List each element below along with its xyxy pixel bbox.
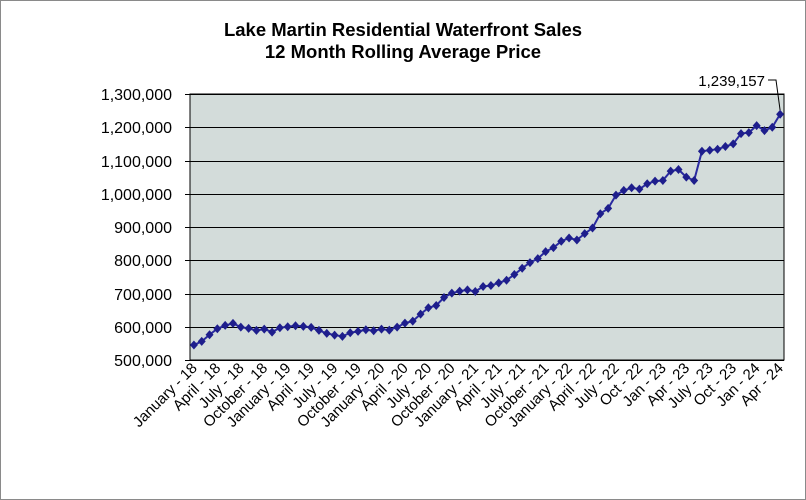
- data-point: [768, 122, 777, 132]
- data-point: [432, 300, 441, 310]
- data-point: [541, 247, 550, 257]
- data-point: [604, 203, 613, 213]
- y-tick-label: 900,000: [114, 220, 172, 237]
- data-point: [400, 318, 409, 328]
- y-tick-label: 500,000: [114, 353, 172, 370]
- data-point: [697, 146, 706, 156]
- data-point: [455, 286, 464, 296]
- data-point: [682, 172, 691, 182]
- data-point: [549, 243, 558, 253]
- data-points: [189, 109, 785, 350]
- data-point: [666, 166, 675, 176]
- y-axis: 500,000 600,000 700,000 800,000 900,000 1,000…: [101, 87, 190, 370]
- data-point: [299, 321, 308, 331]
- data-point: [713, 144, 722, 154]
- data-point: [479, 282, 488, 292]
- data-point: [588, 223, 597, 233]
- data-point: [721, 142, 730, 152]
- data-point: [518, 263, 527, 273]
- annotation-label: 1,239,157: [698, 73, 765, 90]
- data-point: [572, 235, 581, 245]
- data-point: [619, 185, 628, 195]
- data-point: [361, 325, 370, 335]
- data-point: [651, 176, 660, 186]
- series-line: [193, 113, 781, 346]
- data-point: [463, 285, 472, 295]
- data-point: [354, 326, 363, 336]
- data-point: [627, 183, 636, 193]
- annotation: 1,239,157: [698, 73, 781, 111]
- data-point: [197, 336, 206, 346]
- data-point: [494, 278, 503, 288]
- data-point: [635, 184, 644, 194]
- data-point: [557, 236, 566, 246]
- data-point: [580, 229, 589, 239]
- y-tick-label: 1,100,000: [101, 154, 172, 171]
- data-point: [244, 323, 253, 333]
- data-point: [189, 340, 198, 350]
- data-point: [385, 325, 394, 335]
- data-point: [314, 325, 323, 335]
- y-tick-label: 1,000,000: [101, 187, 172, 204]
- y-tick-label: 1,200,000: [101, 120, 172, 137]
- plot-area: [189, 93, 785, 361]
- data-point: [260, 324, 269, 334]
- data-point: [283, 322, 292, 332]
- data-point: [322, 328, 331, 338]
- data-point: [291, 321, 300, 331]
- data-point: [416, 309, 425, 319]
- data-point: [565, 233, 574, 243]
- data-point: [221, 320, 230, 330]
- data-point: [330, 330, 339, 340]
- data-point: [752, 121, 761, 131]
- data-point: [510, 270, 519, 280]
- data-point: [533, 254, 542, 264]
- data-point: [213, 324, 222, 334]
- y-tick-label: 700,000: [114, 287, 172, 304]
- data-point: [338, 331, 347, 341]
- data-point: [447, 288, 456, 298]
- data-point: [424, 303, 433, 313]
- data-point: [643, 179, 652, 189]
- data-point: [674, 164, 683, 174]
- data-point: [760, 126, 769, 136]
- data-point: [377, 324, 386, 334]
- data-point: [236, 322, 245, 332]
- data-point: [525, 258, 534, 268]
- data-point: [705, 145, 714, 155]
- data-point: [346, 328, 355, 338]
- data-point: [471, 287, 480, 297]
- data-point: [307, 322, 316, 332]
- chart-title: Lake Martin Residential Waterfront Sales: [224, 19, 582, 40]
- data-point: [275, 323, 284, 333]
- data-point: [486, 281, 495, 291]
- data-point: [268, 327, 277, 337]
- chart-subtitle: 12 Month Rolling Average Price: [265, 41, 541, 62]
- data-point: [729, 139, 738, 149]
- data-point: [369, 326, 378, 336]
- data-point: [658, 175, 667, 185]
- y-tick-label: 800,000: [114, 253, 172, 270]
- data-point: [393, 322, 402, 332]
- data-point: [596, 209, 605, 219]
- data-point: [408, 316, 417, 326]
- y-tick-label: 600,000: [114, 320, 172, 337]
- data-point: [502, 275, 511, 285]
- data-point: [440, 292, 449, 302]
- data-point: [737, 129, 746, 139]
- data-point: [228, 318, 237, 328]
- data-point: [690, 175, 699, 185]
- data-point: [611, 190, 620, 200]
- data-point: [252, 325, 261, 335]
- data-point: [776, 109, 785, 119]
- data-point: [744, 128, 753, 138]
- annotation-leader: [768, 79, 781, 111]
- data-point: [205, 330, 214, 340]
- y-tick-label: 1,300,000: [101, 87, 172, 104]
